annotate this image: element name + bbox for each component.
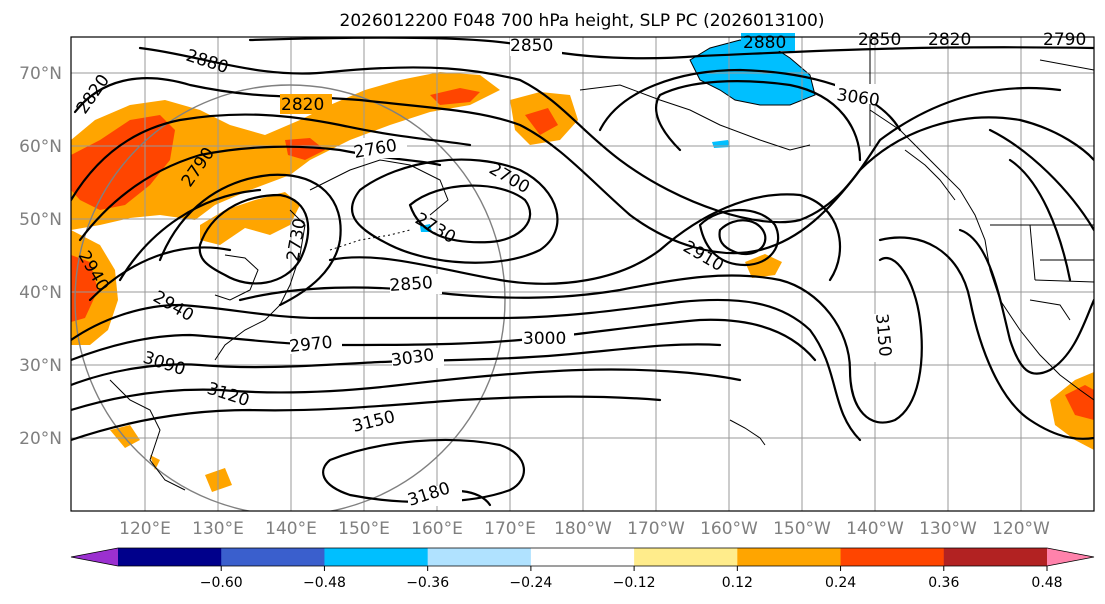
- lat-label: 60°N: [19, 137, 62, 157]
- colorbar-bin: [118, 548, 222, 566]
- contour-label: 2970: [288, 333, 333, 357]
- strong-shading-arctic: [430, 88, 480, 105]
- gridlines: [71, 37, 1094, 511]
- colorbar-outline: [70, 547, 1095, 567]
- map-title: 2026012200 F048 700 hPa height, SLP PC (…: [340, 11, 825, 31]
- colorbar-tick-label: −0.48: [303, 575, 346, 591]
- colorbar-tick-label: 0.48: [1031, 575, 1062, 591]
- colorbar-tick-label: −0.12: [613, 575, 656, 591]
- contour-label: 3150: [871, 313, 895, 358]
- colorbar-bin: [634, 548, 738, 566]
- lon-label: 180°W: [554, 519, 612, 539]
- lon-label: 150°W: [773, 519, 831, 539]
- lon-label: 120°E: [119, 519, 171, 539]
- colorbar: −0.60 −0.48 −0.36 −0.24 −0.12 0.12 0.24 0.36 0.4…: [70, 547, 1095, 591]
- longitude-labels: 120°E 130°E 140°E 150°E 160°E 170°E 180°…: [119, 519, 1050, 539]
- strong-shading-mexico: [1065, 385, 1094, 420]
- colorbar-bin: [737, 548, 842, 566]
- lat-label: 30°N: [19, 356, 62, 376]
- colorbar-tick-label: 0.24: [825, 575, 856, 591]
- contour-label: 2820: [281, 95, 324, 115]
- colorbar-tick-label: −0.60: [200, 575, 243, 591]
- lat-label: 40°N: [19, 283, 62, 303]
- lon-label: 130°W: [919, 519, 977, 539]
- colorbar-extend-low: [71, 548, 118, 566]
- colorbar-tick-label: −0.36: [406, 575, 449, 591]
- contour-label: 2880: [743, 33, 786, 53]
- lon-label: 140°E: [265, 519, 317, 539]
- colorbar-bin: [324, 548, 429, 566]
- height-contours: [71, 37, 1094, 507]
- colorbar-tick-label: 0.12: [722, 575, 753, 591]
- colorbar-tick-label: −0.24: [509, 575, 552, 591]
- lat-label: 50°N: [19, 210, 62, 230]
- map-border: [70, 36, 1095, 512]
- lon-label: 120°W: [992, 519, 1050, 539]
- colorbar-bin: [221, 548, 325, 566]
- strong-shading-okhotsk: [285, 138, 325, 160]
- strong-shading-west-china: [71, 255, 98, 322]
- contour-label: 2820: [928, 30, 971, 50]
- latitude-labels: 70°N 60°N 50°N 40°N 30°N 20°N: [19, 64, 62, 449]
- lon-label: 160°W: [700, 519, 758, 539]
- colorbar-bin: [427, 548, 532, 566]
- colorbar-bin: [840, 548, 945, 566]
- reference-circle: [74, 84, 506, 511]
- contour-label: 2790: [1043, 30, 1086, 50]
- lon-label: 140°W: [846, 519, 904, 539]
- strong-shading-siberia: [71, 115, 175, 210]
- contour-label: 2850: [389, 273, 434, 296]
- strong-shading-bering: [525, 108, 558, 135]
- contour-label: 2850: [510, 36, 553, 56]
- contour-label: 3000: [523, 329, 566, 349]
- colorbar-bin: [943, 548, 1048, 566]
- positive-shading-pacific-blob: [745, 254, 782, 278]
- colorbar-extend-high: [1047, 548, 1094, 566]
- lon-label: 150°E: [338, 519, 390, 539]
- colorbar-tick-label: 0.36: [928, 575, 959, 591]
- lat-label: 70°N: [19, 64, 62, 84]
- lon-label: 170°E: [484, 519, 536, 539]
- lon-label: 130°E: [192, 519, 244, 539]
- contour-label: 2850: [858, 30, 901, 50]
- lon-label: 170°W: [627, 519, 685, 539]
- lat-label: 20°N: [19, 429, 62, 449]
- positive-shading-south-china: [110, 425, 232, 492]
- lon-label: 160°E: [411, 519, 463, 539]
- colorbar-bin: [530, 548, 635, 566]
